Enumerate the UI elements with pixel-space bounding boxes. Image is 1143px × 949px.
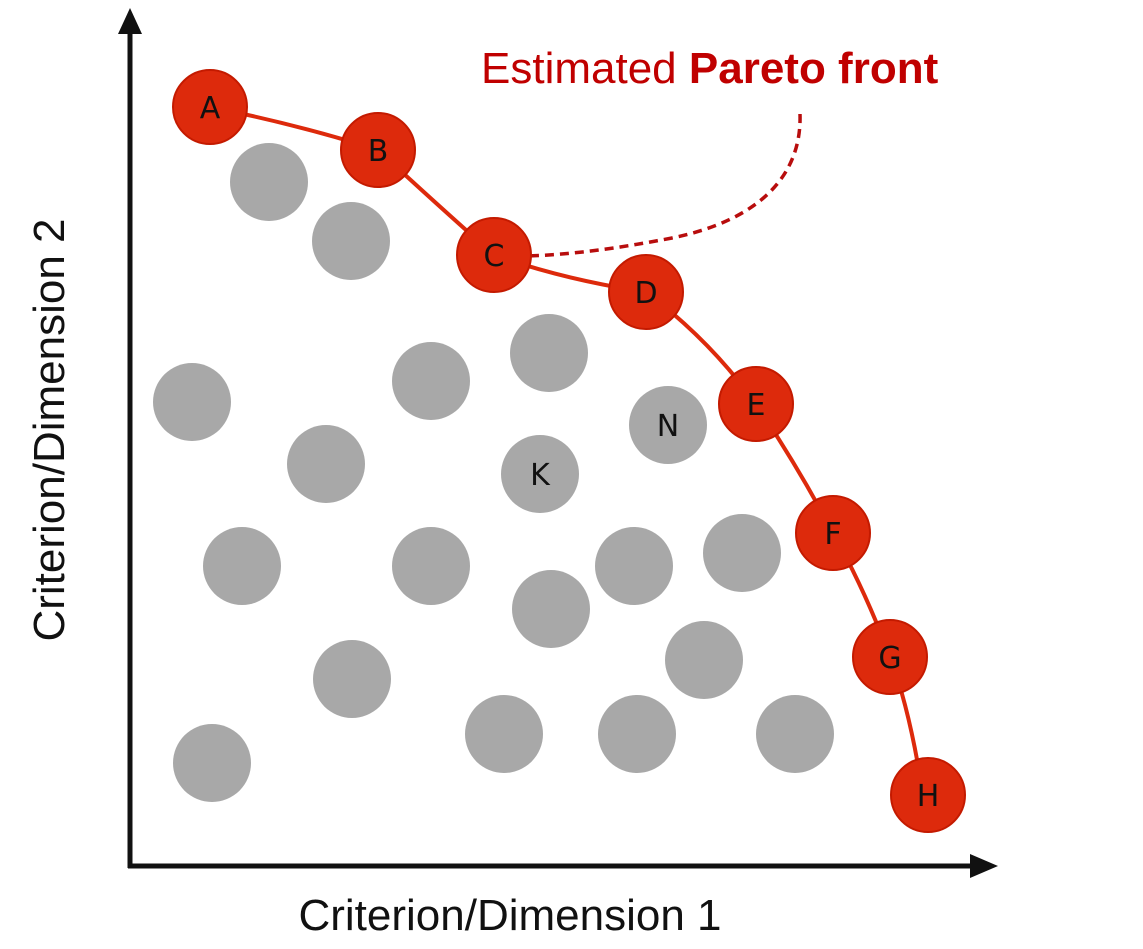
point-a-label: A (200, 91, 221, 126)
point-g: G (852, 619, 928, 695)
point-g-marker (852, 619, 928, 695)
pareto-front-title-emphasis: Pareto front (689, 44, 939, 93)
point-d-marker (608, 254, 684, 330)
point-h-marker (890, 757, 966, 833)
point-e: E (718, 366, 794, 442)
point-a-marker (172, 69, 248, 145)
point-f: F (795, 495, 871, 571)
point-g-label: G (878, 641, 901, 676)
point-b-label: B (368, 134, 389, 169)
point-n-marker (629, 386, 707, 464)
dominated-point (665, 621, 743, 699)
pareto-front-title-prefix: Estimated (481, 44, 689, 93)
y-axis-title: Criterion/Dimension 2 (25, 218, 74, 641)
pareto-front-title: Estimated Pareto front (481, 44, 939, 93)
labeled-dominated-points: N K (501, 386, 707, 513)
dominated-point (313, 640, 391, 718)
point-h-label: H (917, 779, 940, 814)
axes (118, 8, 998, 878)
dominated-point (392, 342, 470, 420)
dominated-point (510, 314, 588, 392)
y-axis-arrow (118, 8, 142, 34)
point-b-marker (340, 112, 416, 188)
x-axis-arrow (970, 854, 998, 878)
point-c-marker (456, 217, 532, 293)
dominated-point (703, 514, 781, 592)
point-n: N (629, 386, 707, 464)
dominated-points (153, 143, 834, 802)
point-e-label: E (747, 388, 766, 423)
x-axis-title: Criterion/Dimension 1 (298, 891, 721, 940)
point-d-label: D (634, 276, 657, 311)
point-f-label: F (824, 517, 841, 552)
point-k-label: K (530, 458, 551, 493)
point-e-marker (718, 366, 794, 442)
dominated-point (173, 724, 251, 802)
point-c-label: C (484, 239, 505, 274)
dominated-point (203, 527, 281, 605)
annotation-leader-line (524, 113, 802, 258)
dominated-point (595, 527, 673, 605)
dominated-point (287, 425, 365, 503)
dominated-point (512, 570, 590, 648)
point-c: C (456, 217, 532, 293)
point-k-marker (501, 435, 579, 513)
point-d: D (608, 254, 684, 330)
dominated-point (465, 695, 543, 773)
dominated-point (153, 363, 231, 441)
point-h: H (890, 757, 966, 833)
point-k: K (501, 435, 579, 513)
point-b: B (340, 112, 416, 188)
dominated-point (392, 527, 470, 605)
dominated-point (230, 143, 308, 221)
point-n-label: N (657, 409, 679, 444)
dominated-point (312, 202, 390, 280)
point-f-marker (795, 495, 871, 571)
dominated-point (756, 695, 834, 773)
dominated-point (598, 695, 676, 773)
point-a: A (172, 69, 248, 145)
pareto-front-points: A B C D E F G H (172, 69, 966, 833)
